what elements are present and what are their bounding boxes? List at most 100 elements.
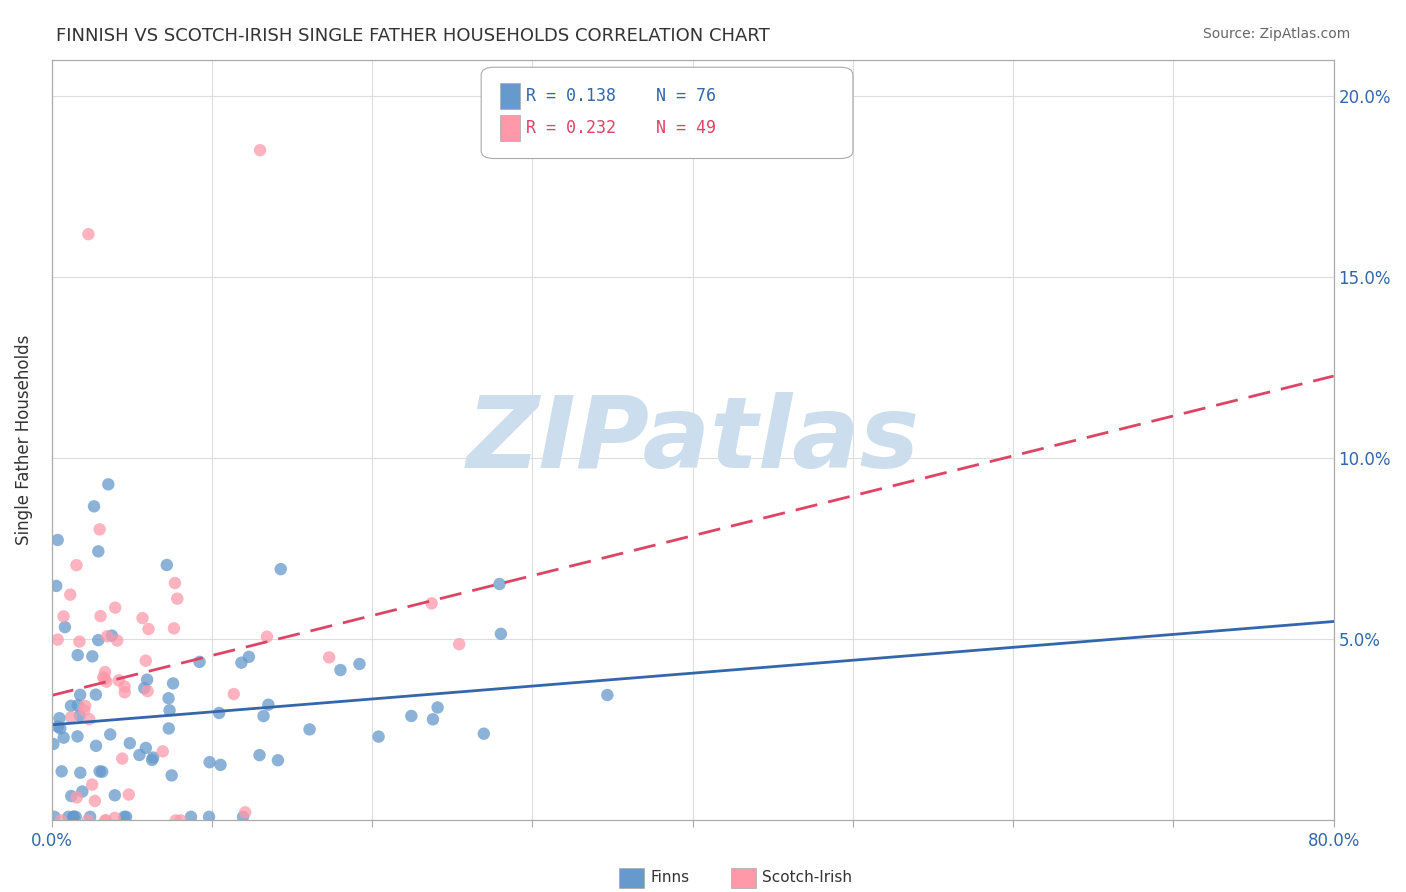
Point [69,688,91,702]
Point [426,700,449,714]
Point [114,685,136,699]
Point [256,630,278,644]
Point [82,778,104,792]
Point [420,596,443,610]
Point [79,810,101,824]
Point [138,622,160,636]
Point [69,708,91,723]
Text: Source: ZipAtlas.com: Source: ZipAtlas.com [1202,27,1350,41]
Point [488,577,510,591]
Point [69,765,91,780]
Point [136,673,159,687]
Point [166,591,188,606]
Point [159,703,181,717]
Point [135,654,157,668]
Point [76,814,98,828]
Point [46,720,69,734]
Point [449,637,471,651]
Point [60,789,83,803]
Point [89,764,111,779]
Point [142,750,165,764]
Bar [501,115,520,141]
Point [66,790,89,805]
Point [77,227,100,242]
Point [65,558,87,573]
Point [96,674,118,689]
Point [49,814,72,828]
Point [104,600,127,615]
Point [82,649,104,664]
Point [180,810,202,824]
Text: Finns: Finns [651,871,690,885]
Bar [501,83,520,109]
Point [489,627,512,641]
Point [472,727,495,741]
Point [96,629,118,643]
Point [198,810,221,824]
Point [93,672,115,686]
Point [232,810,254,824]
Point [115,810,138,824]
Point [163,621,186,635]
Point [84,794,107,808]
Point [349,657,371,671]
Point [66,698,89,713]
Point [118,788,141,802]
Point [104,811,127,825]
Point [231,656,253,670]
Point [46,632,69,647]
Point [249,748,271,763]
Point [44,810,66,824]
Point [46,533,69,547]
Point [169,814,191,828]
Point [52,609,75,624]
Point [84,688,107,702]
Point [84,739,107,753]
Point [318,650,340,665]
Point [141,753,163,767]
Point [136,684,159,698]
Point [160,768,183,782]
Text: FINNISH VS SCOTCH-IRISH SINGLE FATHER HOUSEHOLDS CORRELATION CHART: FINNISH VS SCOTCH-IRISH SINGLE FATHER HO… [56,27,770,45]
Point [198,755,221,769]
Point [188,655,211,669]
Point [53,620,76,634]
Point [62,810,84,824]
Point [104,789,127,803]
Point [163,576,186,591]
Point [135,740,157,755]
Point [94,814,117,828]
Point [87,633,110,648]
Point [267,753,290,767]
Point [422,712,444,726]
Point [329,663,352,677]
Point [91,764,114,779]
Point [52,731,75,745]
Text: R = 0.138    N = 76: R = 0.138 N = 76 [526,87,716,105]
Point [298,723,321,737]
Point [66,648,89,662]
Point [111,751,134,765]
Point [165,814,187,828]
Point [238,649,260,664]
Point [66,730,89,744]
Point [87,544,110,558]
Point [596,688,619,702]
Point [401,709,423,723]
Y-axis label: Single Father Households: Single Father Households [15,334,32,545]
Point [58,810,80,824]
Text: R = 0.232    N = 49: R = 0.232 N = 49 [526,119,716,137]
Point [90,609,112,624]
Point [91,670,114,684]
Point [107,673,129,688]
Point [101,629,124,643]
Point [42,737,65,751]
Point [157,691,180,706]
Point [252,709,274,723]
Point [128,747,150,762]
Point [156,558,179,572]
Point [59,588,82,602]
Point [94,814,117,828]
Point [69,634,91,648]
Point [162,676,184,690]
